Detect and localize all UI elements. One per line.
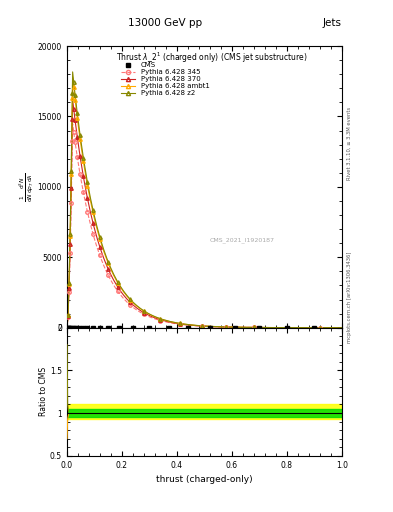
- Text: mcplots.cern.ch [arXiv:1306.3436]: mcplots.cern.ch [arXiv:1306.3436]: [347, 251, 352, 343]
- Text: 13000 GeV pp: 13000 GeV pp: [128, 18, 202, 28]
- Text: Jets: Jets: [323, 18, 342, 28]
- Text: Thrust $\lambda\_2^1$ (charged only) (CMS jet substructure): Thrust $\lambda\_2^1$ (charged only) (CM…: [116, 50, 308, 65]
- Y-axis label: Ratio to CMS: Ratio to CMS: [39, 367, 48, 416]
- X-axis label: thrust (charged-only): thrust (charged-only): [156, 475, 253, 484]
- Y-axis label: $\frac{1}{\mathrm{d}N}\frac{\mathrm{d}^2N}{\mathrm{d}p_T\,\mathrm{d}\lambda}$: $\frac{1}{\mathrm{d}N}\frac{\mathrm{d}^2…: [18, 172, 36, 202]
- Text: CMS_2021_I1920187: CMS_2021_I1920187: [210, 238, 275, 243]
- Text: Rivet 3.1.10, ≥ 3.3M events: Rivet 3.1.10, ≥ 3.3M events: [347, 106, 352, 180]
- Legend: CMS, Pythia 6.428 345, Pythia 6.428 370, Pythia 6.428 ambt1, Pythia 6.428 z2: CMS, Pythia 6.428 345, Pythia 6.428 370,…: [120, 61, 211, 98]
